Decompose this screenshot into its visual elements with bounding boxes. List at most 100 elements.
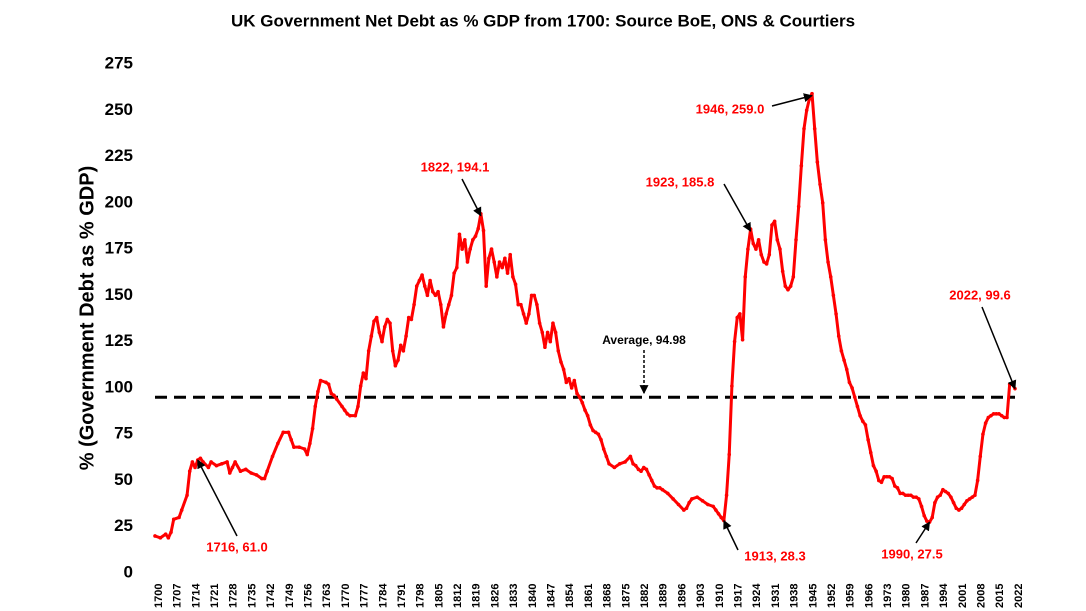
y-tick-label: 225: [105, 146, 133, 165]
annotation: 1946, 259.0: [696, 101, 765, 116]
data-point: [396, 358, 400, 362]
data-point: [711, 504, 715, 509]
data-point: [214, 463, 219, 468]
data-point: [665, 491, 670, 496]
data-point: [559, 360, 563, 364]
data-point: [495, 275, 499, 279]
data-point: [297, 445, 302, 449]
data-point: [860, 419, 865, 424]
data-point: [604, 454, 609, 459]
annotation: Average, 94.98: [602, 333, 686, 347]
data-point: [756, 238, 761, 242]
data-point: [759, 252, 764, 257]
data-point: [714, 508, 718, 512]
x-tick-label: 1728: [228, 584, 240, 608]
data-point: [874, 469, 878, 474]
x-tick-label: 1847: [546, 584, 558, 608]
data-point: [409, 317, 414, 322]
x-tick-label: 1966: [863, 584, 875, 608]
data-point: [227, 471, 232, 475]
data-point: [225, 460, 229, 464]
x-tick-label: 1959: [845, 584, 857, 608]
data-point: [561, 367, 566, 372]
data-point: [353, 413, 358, 418]
y-tick-label: 50: [114, 470, 133, 489]
x-tick-label: 1875: [620, 584, 632, 608]
data-point: [700, 499, 705, 503]
data-point: [340, 404, 344, 409]
x-tick-label: 2008: [976, 584, 988, 608]
data-point: [238, 469, 243, 474]
data-point: [981, 432, 985, 436]
data-point: [919, 504, 924, 509]
data-point: [770, 223, 774, 227]
annotation-arrow: [723, 519, 739, 551]
x-tick-label: 1840: [527, 584, 539, 608]
data-point: [804, 108, 809, 113]
data-point: [657, 486, 662, 490]
x-tick-label: 1749: [284, 584, 296, 608]
data-point: [556, 349, 561, 353]
x-tick-label: 1777: [359, 584, 371, 608]
data-point: [903, 493, 908, 498]
data-point: [890, 476, 894, 481]
data-point: [660, 487, 665, 492]
x-tick-label: 1910: [714, 584, 726, 608]
annotation: 2022, 99.6: [949, 287, 1010, 302]
x-tick-label: 1791: [396, 584, 408, 608]
x-tick-label: 1833: [508, 584, 520, 608]
data-point: [527, 312, 531, 316]
data-point: [751, 241, 756, 246]
data-point: [463, 238, 467, 242]
data-point: [612, 465, 617, 470]
x-tick-label: 1854: [564, 583, 576, 608]
data-point: [639, 469, 643, 474]
data-point: [738, 312, 742, 316]
data-point: [438, 302, 443, 307]
data-point: [844, 367, 849, 372]
x-tick-label: 1714: [190, 583, 202, 608]
data-point: [690, 497, 694, 501]
data-point: [310, 426, 315, 431]
data-point: [487, 256, 491, 261]
data-point: [909, 493, 913, 498]
data-point: [834, 312, 838, 316]
x-tick-label: 2015: [994, 584, 1006, 608]
data-point: [951, 500, 956, 505]
data-point: [529, 293, 534, 298]
y-tick-label: 175: [105, 239, 133, 258]
x-tick-label: 1707: [172, 584, 184, 608]
data-point: [684, 506, 689, 511]
data-point: [489, 247, 494, 251]
x-tick-label: 1700: [153, 584, 165, 608]
data-point: [583, 408, 587, 412]
chart-title: UK Government Net Debt as % GDP from 170…: [231, 11, 855, 30]
data-point: [997, 412, 1001, 416]
data-point: [943, 489, 948, 494]
data-point: [292, 445, 296, 449]
data-point: [540, 330, 545, 335]
data-point: [839, 349, 844, 353]
x-tick-label: 1931: [770, 584, 782, 608]
data-point: [553, 330, 558, 335]
data-point: [628, 454, 633, 459]
data-point: [633, 463, 638, 468]
data-point: [682, 508, 686, 512]
data-point: [676, 502, 681, 507]
x-tick-label: 1721: [209, 584, 221, 608]
data-point: [957, 508, 961, 512]
data-point: [876, 478, 881, 483]
data-point: [201, 460, 205, 464]
data-point: [764, 262, 769, 266]
data-point: [265, 469, 269, 474]
data-point: [532, 293, 537, 298]
data-point: [497, 260, 502, 264]
data-point: [572, 378, 577, 383]
data-point: [329, 391, 334, 396]
data-point: [163, 532, 168, 536]
data-point: [989, 413, 993, 418]
data-point: [588, 423, 593, 427]
data-point: [847, 380, 852, 385]
data-point: [815, 160, 820, 164]
